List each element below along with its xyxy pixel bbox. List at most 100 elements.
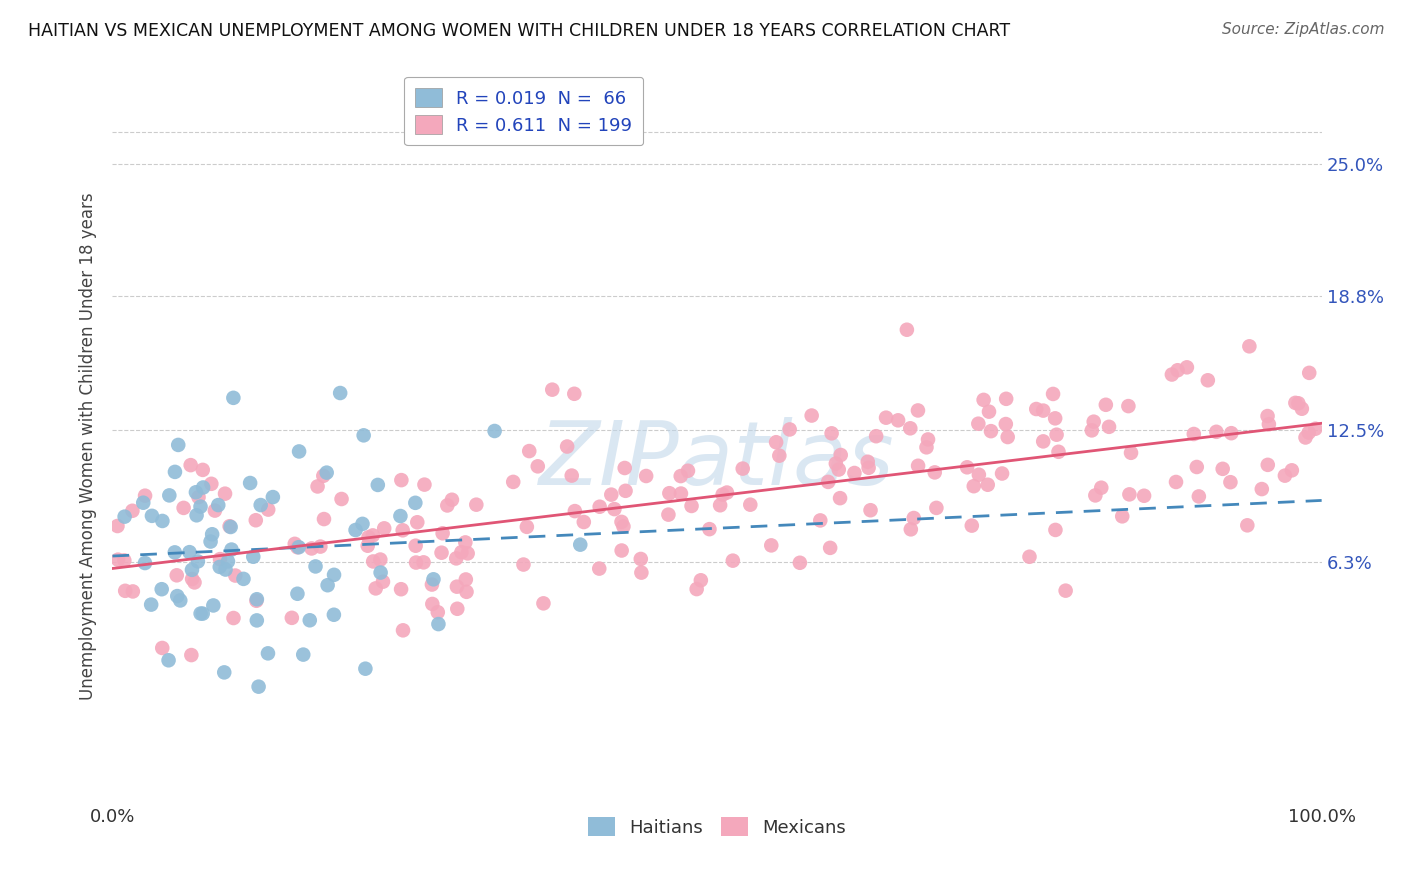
Point bbox=[214, 486, 236, 500]
Point bbox=[562, 386, 585, 401]
Point bbox=[312, 512, 335, 526]
Point bbox=[980, 424, 1002, 438]
Point bbox=[502, 475, 524, 489]
Point bbox=[709, 498, 731, 512]
Point bbox=[817, 475, 839, 489]
Text: HAITIAN VS MEXICAN UNEMPLOYMENT AMONG WOMEN WITH CHILDREN UNDER 18 YEARS CORRELA: HAITIAN VS MEXICAN UNEMPLOYMENT AMONG WO… bbox=[28, 22, 1011, 40]
Point bbox=[413, 477, 436, 491]
Point bbox=[208, 560, 231, 574]
Point bbox=[555, 440, 578, 454]
Point bbox=[301, 541, 323, 556]
Point bbox=[200, 534, 222, 549]
Point bbox=[465, 498, 488, 512]
Point bbox=[114, 583, 136, 598]
Point bbox=[561, 468, 583, 483]
Point bbox=[284, 537, 307, 551]
Point bbox=[287, 587, 309, 601]
Point bbox=[163, 545, 186, 559]
Point bbox=[150, 582, 173, 597]
Point bbox=[187, 554, 209, 568]
Point bbox=[689, 574, 711, 588]
Point bbox=[239, 475, 262, 490]
Point bbox=[354, 662, 377, 676]
Point bbox=[426, 605, 449, 619]
Point bbox=[440, 492, 463, 507]
Point bbox=[977, 404, 1000, 418]
Point bbox=[1118, 399, 1140, 413]
Point bbox=[112, 553, 135, 567]
Point bbox=[430, 546, 453, 560]
Point bbox=[859, 503, 882, 517]
Point bbox=[657, 508, 679, 522]
Legend: Haitians, Mexicans: Haitians, Mexicans bbox=[581, 810, 853, 844]
Y-axis label: Unemployment Among Women with Children Under 18 years: Unemployment Among Women with Children U… bbox=[79, 192, 97, 700]
Point bbox=[1119, 446, 1142, 460]
Point bbox=[907, 458, 929, 473]
Point bbox=[610, 543, 633, 558]
Point bbox=[246, 614, 269, 628]
Point bbox=[391, 524, 413, 538]
Point bbox=[446, 580, 468, 594]
Point bbox=[917, 433, 939, 447]
Point bbox=[610, 515, 633, 529]
Point bbox=[191, 607, 214, 621]
Point bbox=[669, 469, 692, 483]
Point bbox=[141, 598, 163, 612]
Point bbox=[977, 477, 1000, 491]
Point bbox=[925, 500, 948, 515]
Point bbox=[1185, 460, 1208, 475]
Point bbox=[214, 562, 236, 576]
Point bbox=[721, 554, 744, 568]
Point bbox=[612, 519, 634, 533]
Point bbox=[613, 461, 636, 475]
Point bbox=[208, 552, 231, 566]
Point bbox=[132, 496, 155, 510]
Point bbox=[997, 430, 1019, 444]
Point bbox=[765, 435, 787, 450]
Point bbox=[180, 648, 202, 662]
Point bbox=[245, 513, 267, 527]
Point bbox=[222, 611, 245, 625]
Point bbox=[669, 486, 692, 500]
Point bbox=[963, 479, 986, 493]
Point bbox=[898, 421, 921, 435]
Point bbox=[1298, 425, 1320, 440]
Point bbox=[1220, 426, 1243, 441]
Point bbox=[420, 597, 443, 611]
Point bbox=[973, 392, 995, 407]
Point bbox=[830, 448, 852, 462]
Point bbox=[1305, 422, 1327, 436]
Point bbox=[818, 541, 841, 555]
Point bbox=[1257, 417, 1279, 432]
Point bbox=[257, 502, 280, 516]
Point bbox=[630, 552, 652, 566]
Point bbox=[368, 552, 391, 566]
Point bbox=[191, 463, 214, 477]
Point bbox=[224, 568, 246, 582]
Point bbox=[1081, 423, 1104, 437]
Point bbox=[173, 500, 195, 515]
Point bbox=[915, 440, 938, 454]
Point bbox=[896, 323, 918, 337]
Point bbox=[1084, 488, 1107, 502]
Point bbox=[967, 417, 990, 431]
Point bbox=[232, 572, 254, 586]
Point bbox=[152, 514, 174, 528]
Point bbox=[309, 540, 332, 554]
Point bbox=[614, 483, 637, 498]
Point bbox=[808, 513, 831, 527]
Text: ZIPatlas: ZIPatlas bbox=[540, 417, 894, 503]
Point bbox=[516, 520, 538, 534]
Point bbox=[163, 465, 186, 479]
Point bbox=[1032, 434, 1054, 449]
Point bbox=[367, 478, 389, 492]
Point bbox=[1298, 366, 1320, 380]
Point bbox=[315, 466, 337, 480]
Point bbox=[114, 509, 136, 524]
Point bbox=[191, 481, 214, 495]
Point bbox=[1160, 368, 1182, 382]
Point bbox=[436, 499, 458, 513]
Point bbox=[312, 468, 335, 483]
Point bbox=[512, 558, 534, 572]
Point bbox=[404, 496, 426, 510]
